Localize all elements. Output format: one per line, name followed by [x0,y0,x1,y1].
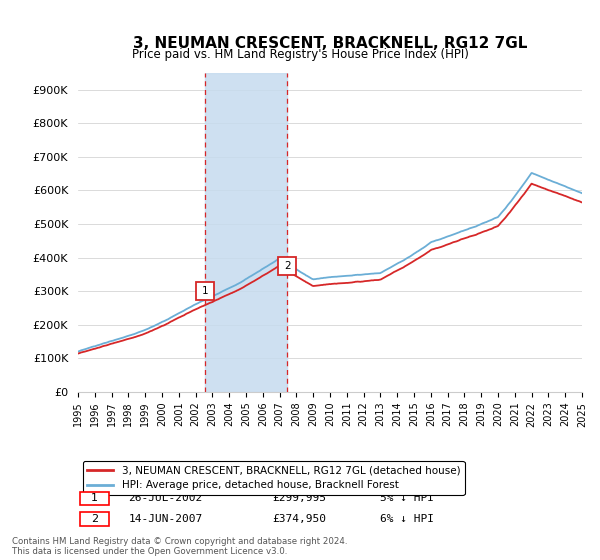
Legend: 3, NEUMAN CRESCENT, BRACKNELL, RG12 7GL (detached house), HPI: Average price, de: 3, NEUMAN CRESCENT, BRACKNELL, RG12 7GL … [83,461,464,494]
Text: Price paid vs. HM Land Registry's House Price Index (HPI): Price paid vs. HM Land Registry's House … [131,48,469,60]
Text: 26-JUL-2002: 26-JUL-2002 [128,493,203,503]
Text: £374,950: £374,950 [272,514,326,524]
Text: 1: 1 [91,493,98,503]
Text: 2: 2 [284,261,290,271]
Text: 5% ↓ HPI: 5% ↓ HPI [380,493,434,503]
Text: This data is licensed under the Open Government Licence v3.0.: This data is licensed under the Open Gov… [12,547,287,556]
Title: 3, NEUMAN CRESCENT, BRACKNELL, RG12 7GL: 3, NEUMAN CRESCENT, BRACKNELL, RG12 7GL [133,36,527,51]
Text: £299,995: £299,995 [272,493,326,503]
Text: 1: 1 [202,286,208,296]
Bar [205,73,287,392]
FancyBboxPatch shape [80,512,109,526]
FancyBboxPatch shape [80,492,109,505]
Text: 6% ↓ HPI: 6% ↓ HPI [380,514,434,524]
Text: 14-JUN-2007: 14-JUN-2007 [128,514,203,524]
Text: Contains HM Land Registry data © Crown copyright and database right 2024.: Contains HM Land Registry data © Crown c… [12,537,347,546]
Text: 2: 2 [91,514,98,524]
